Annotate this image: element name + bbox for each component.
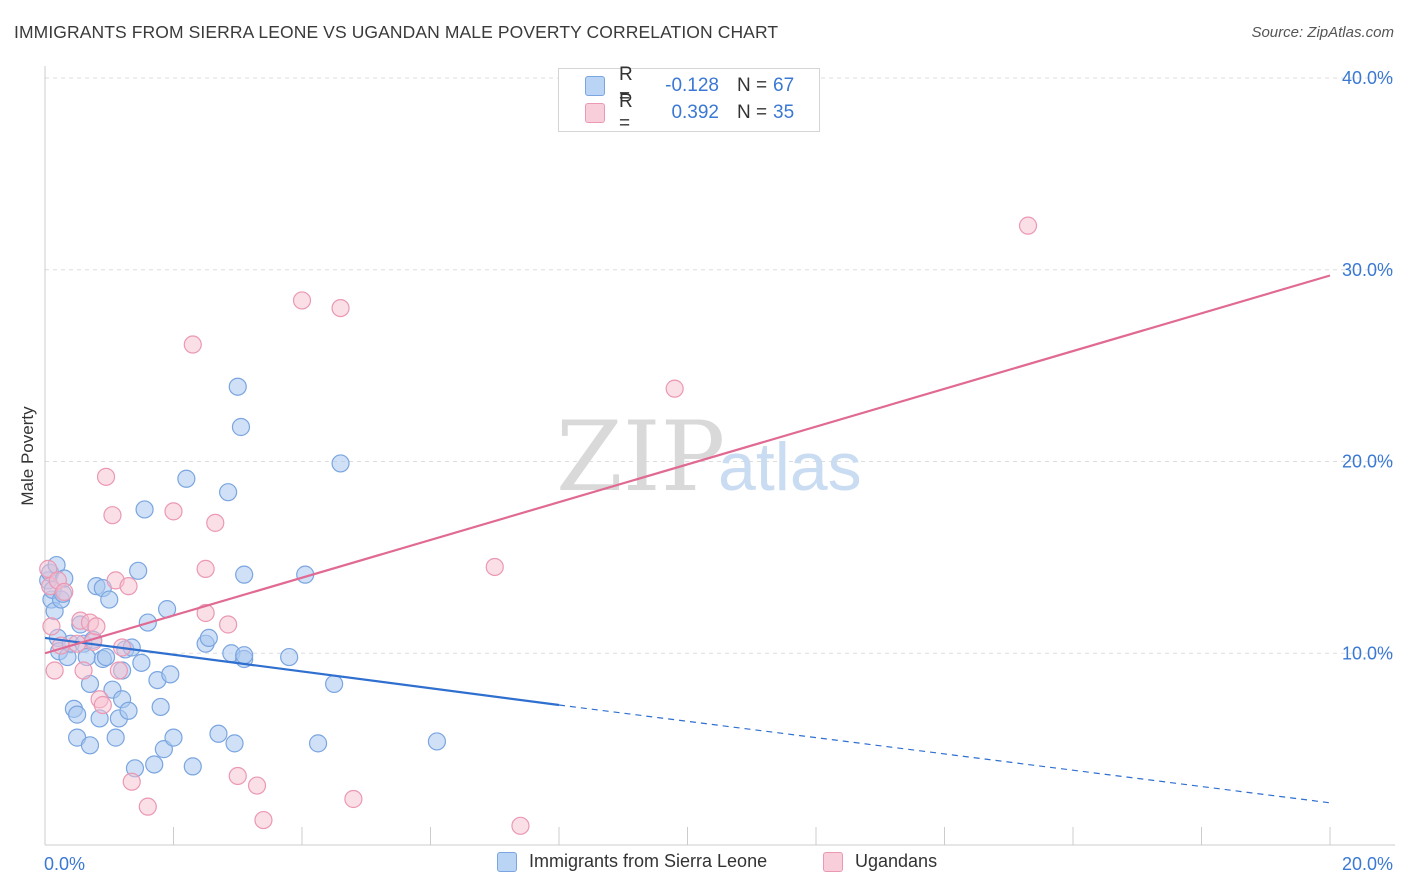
point-ugandans — [196, 559, 215, 578]
point-immigrants — [80, 736, 100, 755]
point-immigrants — [325, 674, 344, 694]
trend-line-immigrants-extension — [558, 704, 1331, 804]
r-label: R = — [619, 64, 633, 107]
point-ugandans — [42, 617, 61, 636]
point-ugandans — [183, 335, 202, 354]
r-label: R = — [619, 91, 633, 134]
point-immigrants — [231, 417, 251, 437]
y-tick-label: 30.0% — [1342, 260, 1393, 280]
legend-swatch-pink — [585, 103, 605, 123]
n-value: 35 — [773, 102, 795, 123]
y-tick-label: 10.0% — [1342, 643, 1393, 663]
legend-item-ugandans[interactable]: Ugandans — [823, 851, 937, 872]
trend-line-immigrants — [44, 636, 560, 707]
legend-swatch-blue — [585, 76, 605, 96]
point-ugandans — [96, 467, 116, 486]
x-tick-label: 20.0% — [1342, 854, 1393, 874]
n-label: N = — [737, 102, 768, 123]
point-immigrants — [209, 724, 228, 743]
point-immigrants — [161, 665, 180, 684]
point-ugandans — [665, 379, 684, 398]
point-immigrants — [177, 469, 196, 488]
legend-swatch-pink — [823, 851, 843, 872]
legend-row-immigrants: R = -0.128 N = 67 — [585, 64, 795, 107]
point-immigrants — [145, 755, 164, 774]
point-immigrants — [199, 628, 218, 648]
legend-row-ugandans: R = 0.392 N = 35 — [585, 91, 795, 134]
point-immigrants — [119, 701, 138, 720]
point-ugandans — [74, 661, 93, 680]
legend-swatch-blue — [497, 851, 517, 872]
watermark-atlas: atlas — [718, 429, 862, 505]
x-tick-label: 0.0% — [44, 854, 85, 874]
point-immigrants — [129, 561, 148, 580]
n-value: 67 — [773, 75, 795, 96]
source-credit: Source: ZipAtlas.com — [1251, 24, 1394, 41]
series-ugandans-points — [39, 216, 1038, 835]
point-ugandans — [196, 603, 215, 623]
point-immigrants — [135, 500, 154, 519]
point-immigrants — [235, 565, 254, 584]
trend-line-ugandans — [44, 274, 1331, 655]
point-ugandans — [206, 513, 225, 532]
point-ugandans — [219, 615, 238, 634]
point-immigrants — [228, 377, 247, 396]
point-ugandans — [254, 810, 273, 830]
point-ugandans — [292, 291, 312, 310]
point-ugandans — [45, 661, 64, 680]
point-ugandans — [247, 776, 267, 795]
point-ugandans — [511, 816, 530, 835]
axes — [44, 66, 1395, 846]
point-ugandans — [1018, 216, 1038, 235]
point-immigrants — [225, 734, 244, 753]
point-ugandans — [103, 506, 122, 525]
watermark: ZIP atlas — [556, 401, 862, 513]
point-immigrants — [219, 483, 238, 502]
chart-title: IMMIGRANTS FROM SIERRA LEONE VS UGANDAN … — [14, 22, 779, 42]
y-tick-label: 40.0% — [1342, 68, 1393, 88]
point-immigrants — [100, 590, 119, 609]
point-ugandans — [93, 695, 112, 715]
point-immigrants — [96, 647, 116, 667]
point-immigrants — [106, 728, 125, 747]
point-immigrants — [331, 454, 350, 473]
legend-item-immigrants[interactable]: Immigrants from Sierra Leone — [497, 851, 767, 872]
point-immigrants — [68, 705, 87, 724]
r-value: 0.392 — [671, 102, 719, 123]
point-ugandans — [344, 789, 363, 809]
point-immigrants — [132, 653, 151, 672]
point-ugandans — [164, 502, 183, 521]
point-immigrants — [235, 646, 254, 665]
point-ugandans — [119, 577, 138, 596]
point-ugandans — [109, 661, 128, 680]
point-ugandans — [485, 557, 504, 577]
trend-lines — [44, 274, 1331, 804]
point-immigrants — [308, 734, 328, 753]
point-immigrants — [280, 647, 299, 667]
y-tick-label: 20.0% — [1342, 452, 1393, 472]
point-immigrants — [427, 732, 447, 751]
n-label: N = — [737, 75, 768, 96]
legend-label-immigrants: Immigrants from Sierra Leone — [529, 851, 768, 871]
legend-label-ugandans: Ugandans — [855, 851, 938, 871]
point-immigrants — [183, 757, 202, 776]
series-immigrants-points — [39, 377, 447, 778]
point-ugandans — [138, 797, 157, 816]
point-ugandans — [122, 772, 141, 791]
point-immigrants — [151, 697, 170, 717]
point-ugandans — [55, 582, 74, 601]
tick-labels: 10.0% 20.0% 30.0% 40.0% 0.0% 20.0% — [44, 68, 1393, 874]
point-ugandans — [87, 617, 106, 636]
point-ugandans — [331, 299, 350, 318]
series-legend: Immigrants from Sierra Leone Ugandans — [0, 851, 1406, 879]
point-ugandans — [228, 766, 247, 786]
r-value: -0.128 — [665, 75, 719, 96]
correlation-legend: R = -0.128 N = 67 R = 0.392 N = 35 — [558, 64, 820, 134]
point-immigrants — [164, 728, 183, 747]
